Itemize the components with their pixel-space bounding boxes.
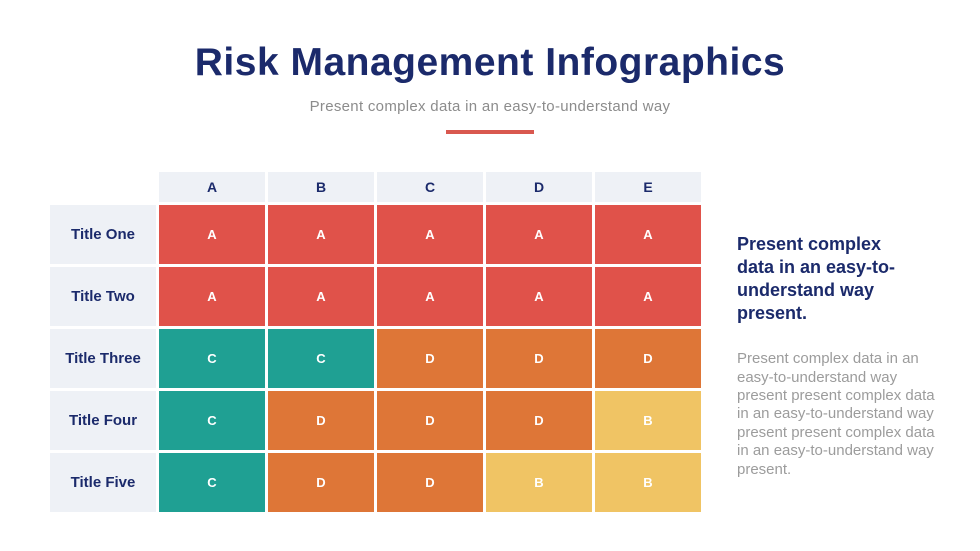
matrix-cell: D — [377, 391, 483, 450]
matrix-row-label: Title One — [50, 205, 156, 264]
matrix-row-label: Title Three — [50, 329, 156, 388]
sidebar-heading: Present complex data in an easy-to-under… — [737, 234, 896, 324]
matrix-cell: D — [377, 329, 483, 388]
matrix-cell: D — [486, 329, 592, 388]
matrix-cell: A — [159, 205, 265, 264]
matrix-row-label: Title Four — [50, 391, 156, 450]
matrix-cell: B — [595, 453, 701, 512]
matrix-row-label: Title Two — [50, 267, 156, 326]
slide-header: Risk Management Infographics Present com… — [0, 0, 980, 134]
matrix-corner — [50, 172, 156, 202]
matrix-column-header: E — [595, 172, 701, 202]
matrix-cell: B — [595, 391, 701, 450]
page-title: Risk Management Infographics — [194, 41, 786, 84]
matrix-cell: C — [159, 391, 265, 450]
matrix-cell: A — [377, 205, 483, 264]
risk-matrix: A B C D E Title One A A A A A Title Two A A A A A Title T… — [50, 172, 701, 512]
sidebar: Present complex data in an easy-to-under… — [737, 233, 935, 479]
matrix-column-header: A — [159, 172, 265, 202]
matrix-column-header: D — [486, 172, 592, 202]
matrix-cell: A — [595, 205, 701, 264]
matrix-cell: D — [268, 453, 374, 512]
sidebar-body: Present complex data in an easy-to-under… — [737, 350, 935, 478]
matrix-cell: D — [377, 453, 483, 512]
matrix-column-header: B — [268, 172, 374, 202]
matrix-cell: A — [159, 267, 265, 326]
matrix-cell: A — [486, 205, 592, 264]
matrix-cell: C — [159, 453, 265, 512]
matrix-cell: D — [595, 329, 701, 388]
matrix-cell: A — [486, 267, 592, 326]
accent-divider — [446, 129, 534, 134]
page-subtitle: Present complex data in an easy-to-under… — [309, 97, 671, 115]
matrix-cell: D — [486, 391, 592, 450]
matrix-cell: A — [268, 205, 374, 264]
matrix-row-label: Title Five — [50, 453, 156, 512]
matrix-column-header: C — [377, 172, 483, 202]
matrix-cell: B — [486, 453, 592, 512]
matrix-cell: A — [268, 267, 374, 326]
matrix-cell: C — [159, 329, 265, 388]
matrix-cell: A — [377, 267, 483, 326]
matrix-cell: A — [595, 267, 701, 326]
matrix-cell: D — [268, 391, 374, 450]
matrix-cell: C — [268, 329, 374, 388]
